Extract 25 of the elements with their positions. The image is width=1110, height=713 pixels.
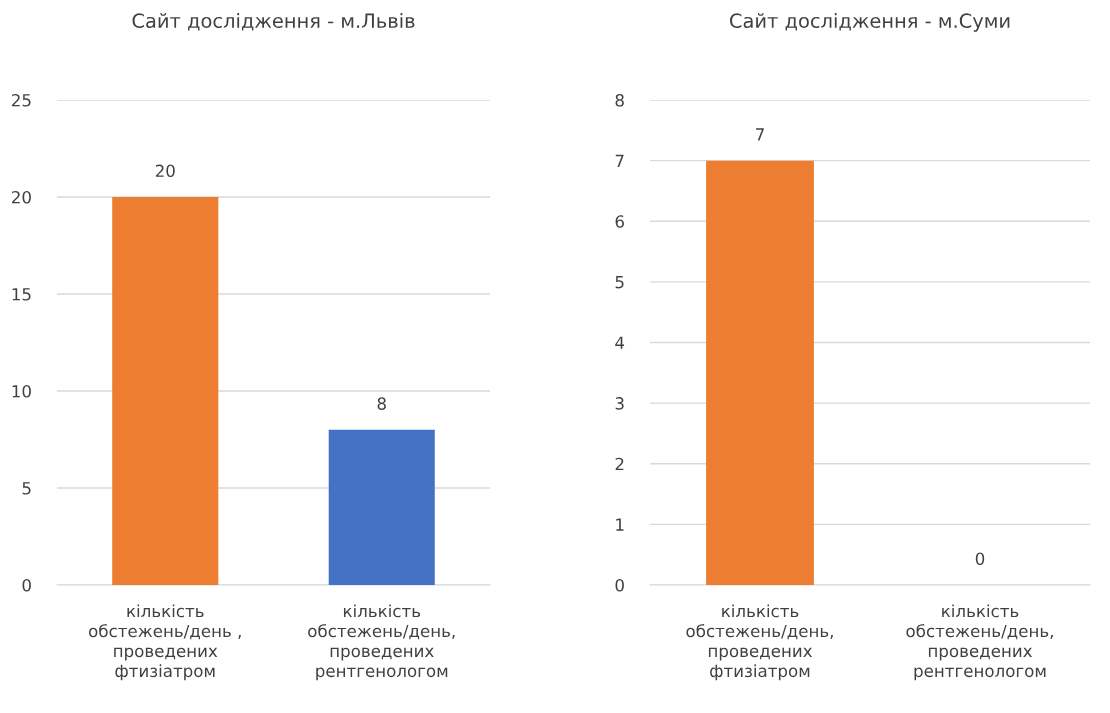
chart-title: Сайт дослідження - м.Львів [132,13,415,31]
y-tick-label: 0 [22,578,31,592]
data-label: 20 [155,164,175,178]
y-tick-label: 6 [615,215,624,228]
y-tick-label: 2 [615,457,624,471]
data-label: 8 [377,397,386,410]
y-tick-label: 0 [615,578,624,592]
y-tick-label: 7 [615,154,624,167]
x-tick-label: кількість обстежень/день , проведених фтизіатром [89,604,241,681]
y-tick-label: 5 [615,276,624,289]
y-tick-label: 3 [615,397,624,410]
x-tick-label: кількість обстежень/день, проведених рентгенологом [308,604,455,681]
y-tick-label: 1 [616,518,624,531]
y-tick-label: 5 [22,482,31,495]
y-tick-label: 10 [12,384,31,398]
data-label: 0 [975,552,985,566]
y-tick-label: 20 [12,190,31,204]
chart-title: Сайт дослідження - м.Суми [730,13,1010,32]
x-tick-label: кількість обстежень/день, проведених фтизіатром [686,604,833,681]
y-tick-label: 8 [615,93,624,107]
y-tick-label: 25 [12,93,31,107]
data-label: 7 [756,128,764,141]
y-tick-label: 15 [12,288,31,301]
x-tick-label: кількість обстежень/день, проведених рентгенологом [906,604,1053,681]
y-tick-label: 4 [615,336,625,349]
